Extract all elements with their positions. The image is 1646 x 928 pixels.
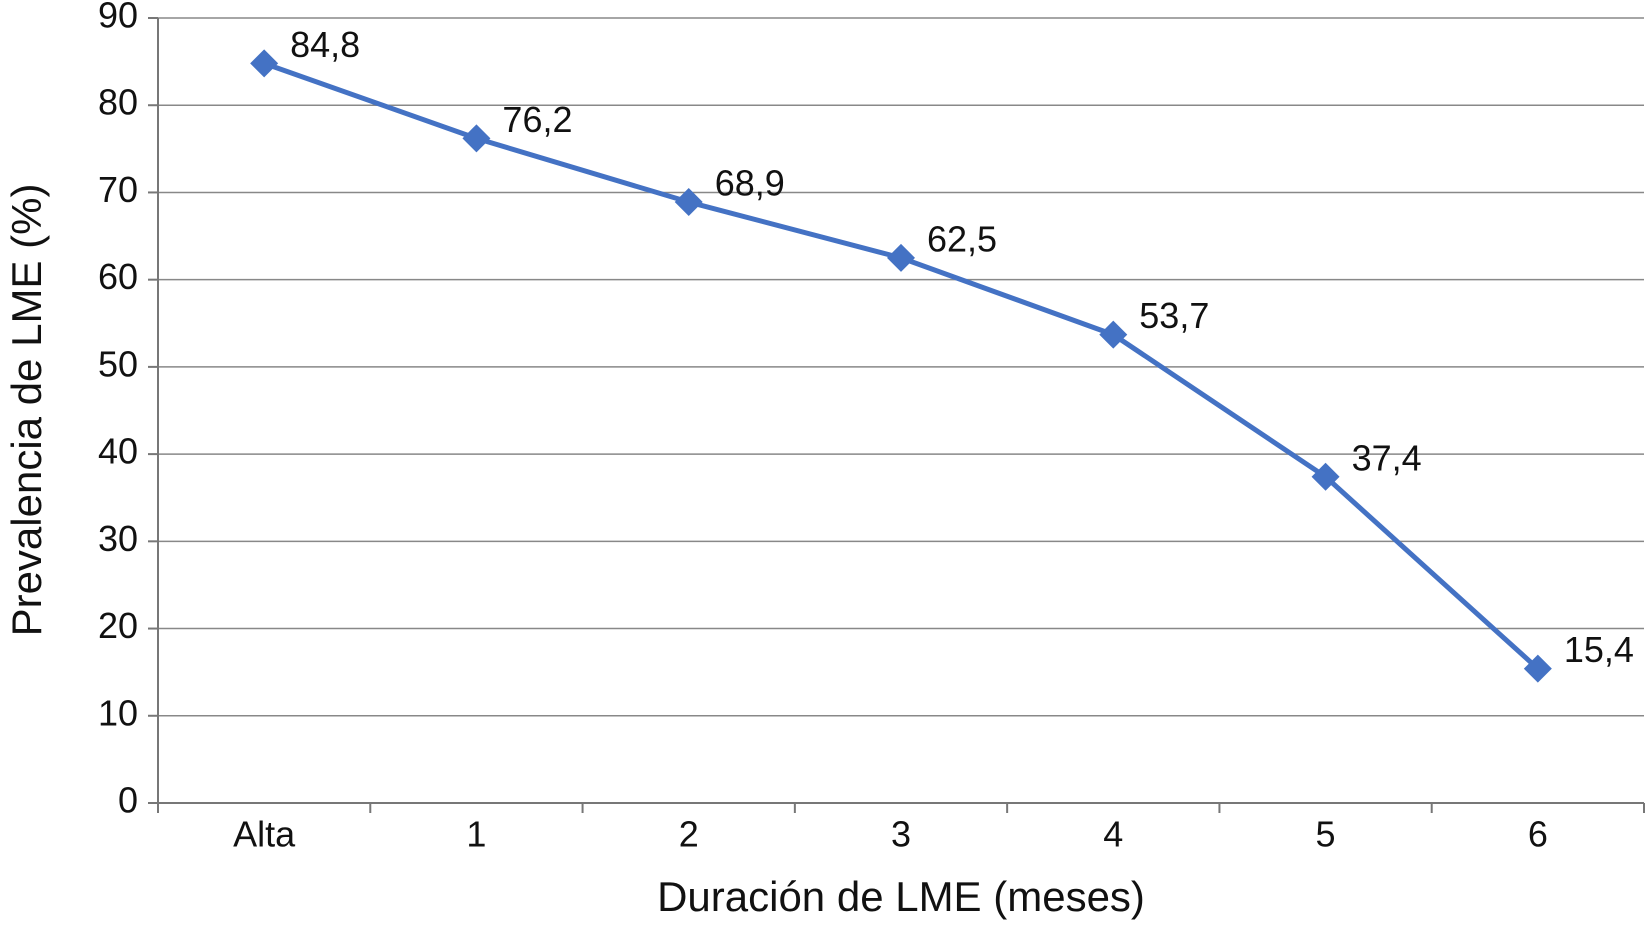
data-label: 15,4	[1564, 629, 1634, 670]
data-label: 62,5	[927, 218, 997, 259]
x-tick-label: 4	[1103, 814, 1123, 855]
line	[263, 60, 1540, 671]
marker	[887, 243, 915, 272]
y-axis-title: Prevalencia de LME (%)	[3, 184, 50, 637]
x-tick-label: 3	[891, 814, 911, 855]
data-label: 76,2	[502, 99, 572, 140]
data-label: 37,4	[1352, 437, 1422, 478]
x-axis-title: Duración de LME (meses)	[657, 873, 1145, 920]
marker	[462, 124, 491, 153]
data-label: 68,9	[715, 163, 785, 204]
y-tick-label: 20	[98, 605, 138, 646]
y-tick-label: 90	[98, 0, 138, 36]
data-label: 53,7	[1139, 295, 1209, 336]
data-label: 84,8	[290, 24, 360, 65]
x-tick-label: 5	[1316, 814, 1336, 855]
y-tick-label: 0	[118, 780, 138, 821]
marker	[250, 49, 279, 78]
y-tick-label: 40	[98, 431, 138, 472]
y-tick-label: 30	[98, 518, 138, 559]
x-tick-label: 6	[1528, 814, 1548, 855]
x-tick-label: Alta	[233, 814, 296, 855]
x-tick-label: 2	[679, 814, 699, 855]
y-tick-label: 50	[98, 343, 138, 384]
y-tick-label: 10	[98, 692, 138, 733]
y-tick-label: 80	[98, 82, 138, 123]
marker	[1311, 462, 1340, 491]
marker	[1523, 654, 1552, 683]
x-tick-label: 1	[466, 814, 486, 855]
y-tick-label: 70	[98, 169, 138, 210]
marker	[674, 188, 703, 217]
marker	[1099, 320, 1128, 349]
y-tick-label: 60	[98, 256, 138, 297]
